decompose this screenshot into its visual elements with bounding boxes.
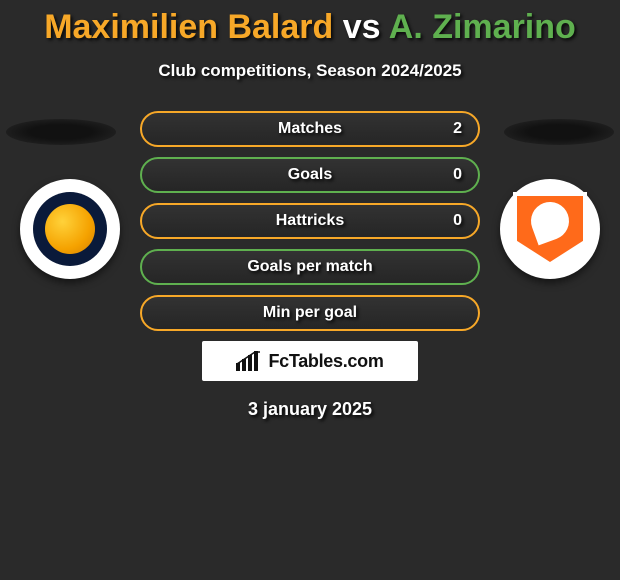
stat-value: 0	[453, 166, 462, 184]
shadow-left	[6, 119, 116, 145]
brand-text: FcTables.com	[268, 351, 383, 372]
stat-value: 0	[453, 212, 462, 230]
stat-row: Hattricks 0	[140, 203, 480, 239]
shadow-right	[504, 119, 614, 145]
player2-name: A. Zimarino	[389, 8, 576, 46]
stat-label: Goals per match	[247, 258, 372, 276]
club-crest-right	[500, 179, 600, 279]
comparison-card: Maximilien Balard vs A. Zimarino Club co…	[0, 0, 620, 420]
club-crest-left	[20, 179, 120, 279]
stat-row: Goals per match	[140, 249, 480, 285]
stat-label: Matches	[278, 120, 342, 138]
club-crest-left-graphic	[33, 192, 107, 266]
club-crest-right-graphic	[513, 192, 587, 266]
stat-value: 2	[453, 120, 462, 138]
date: 3 january 2025	[0, 399, 620, 420]
player1-name: Maximilien Balard	[44, 8, 333, 46]
subtitle: Club competitions, Season 2024/2025	[0, 61, 620, 81]
brand-box: FcTables.com	[202, 341, 418, 381]
stat-label: Goals	[288, 166, 332, 184]
vs-separator: vs	[343, 8, 381, 46]
stat-row: Matches 2	[140, 111, 480, 147]
page-title: Maximilien Balard vs A. Zimarino	[0, 8, 620, 47]
stats-area: Matches 2 Goals 0 Hattricks 0 Goals per match M…	[0, 111, 620, 331]
stat-label: Hattricks	[276, 212, 344, 230]
stat-rows: Matches 2 Goals 0 Hattricks 0 Goals per match M…	[140, 111, 480, 331]
stat-label: Min per goal	[263, 304, 357, 322]
stat-row: Min per goal	[140, 295, 480, 331]
stat-row: Goals 0	[140, 157, 480, 193]
bar-chart-icon	[236, 351, 262, 371]
